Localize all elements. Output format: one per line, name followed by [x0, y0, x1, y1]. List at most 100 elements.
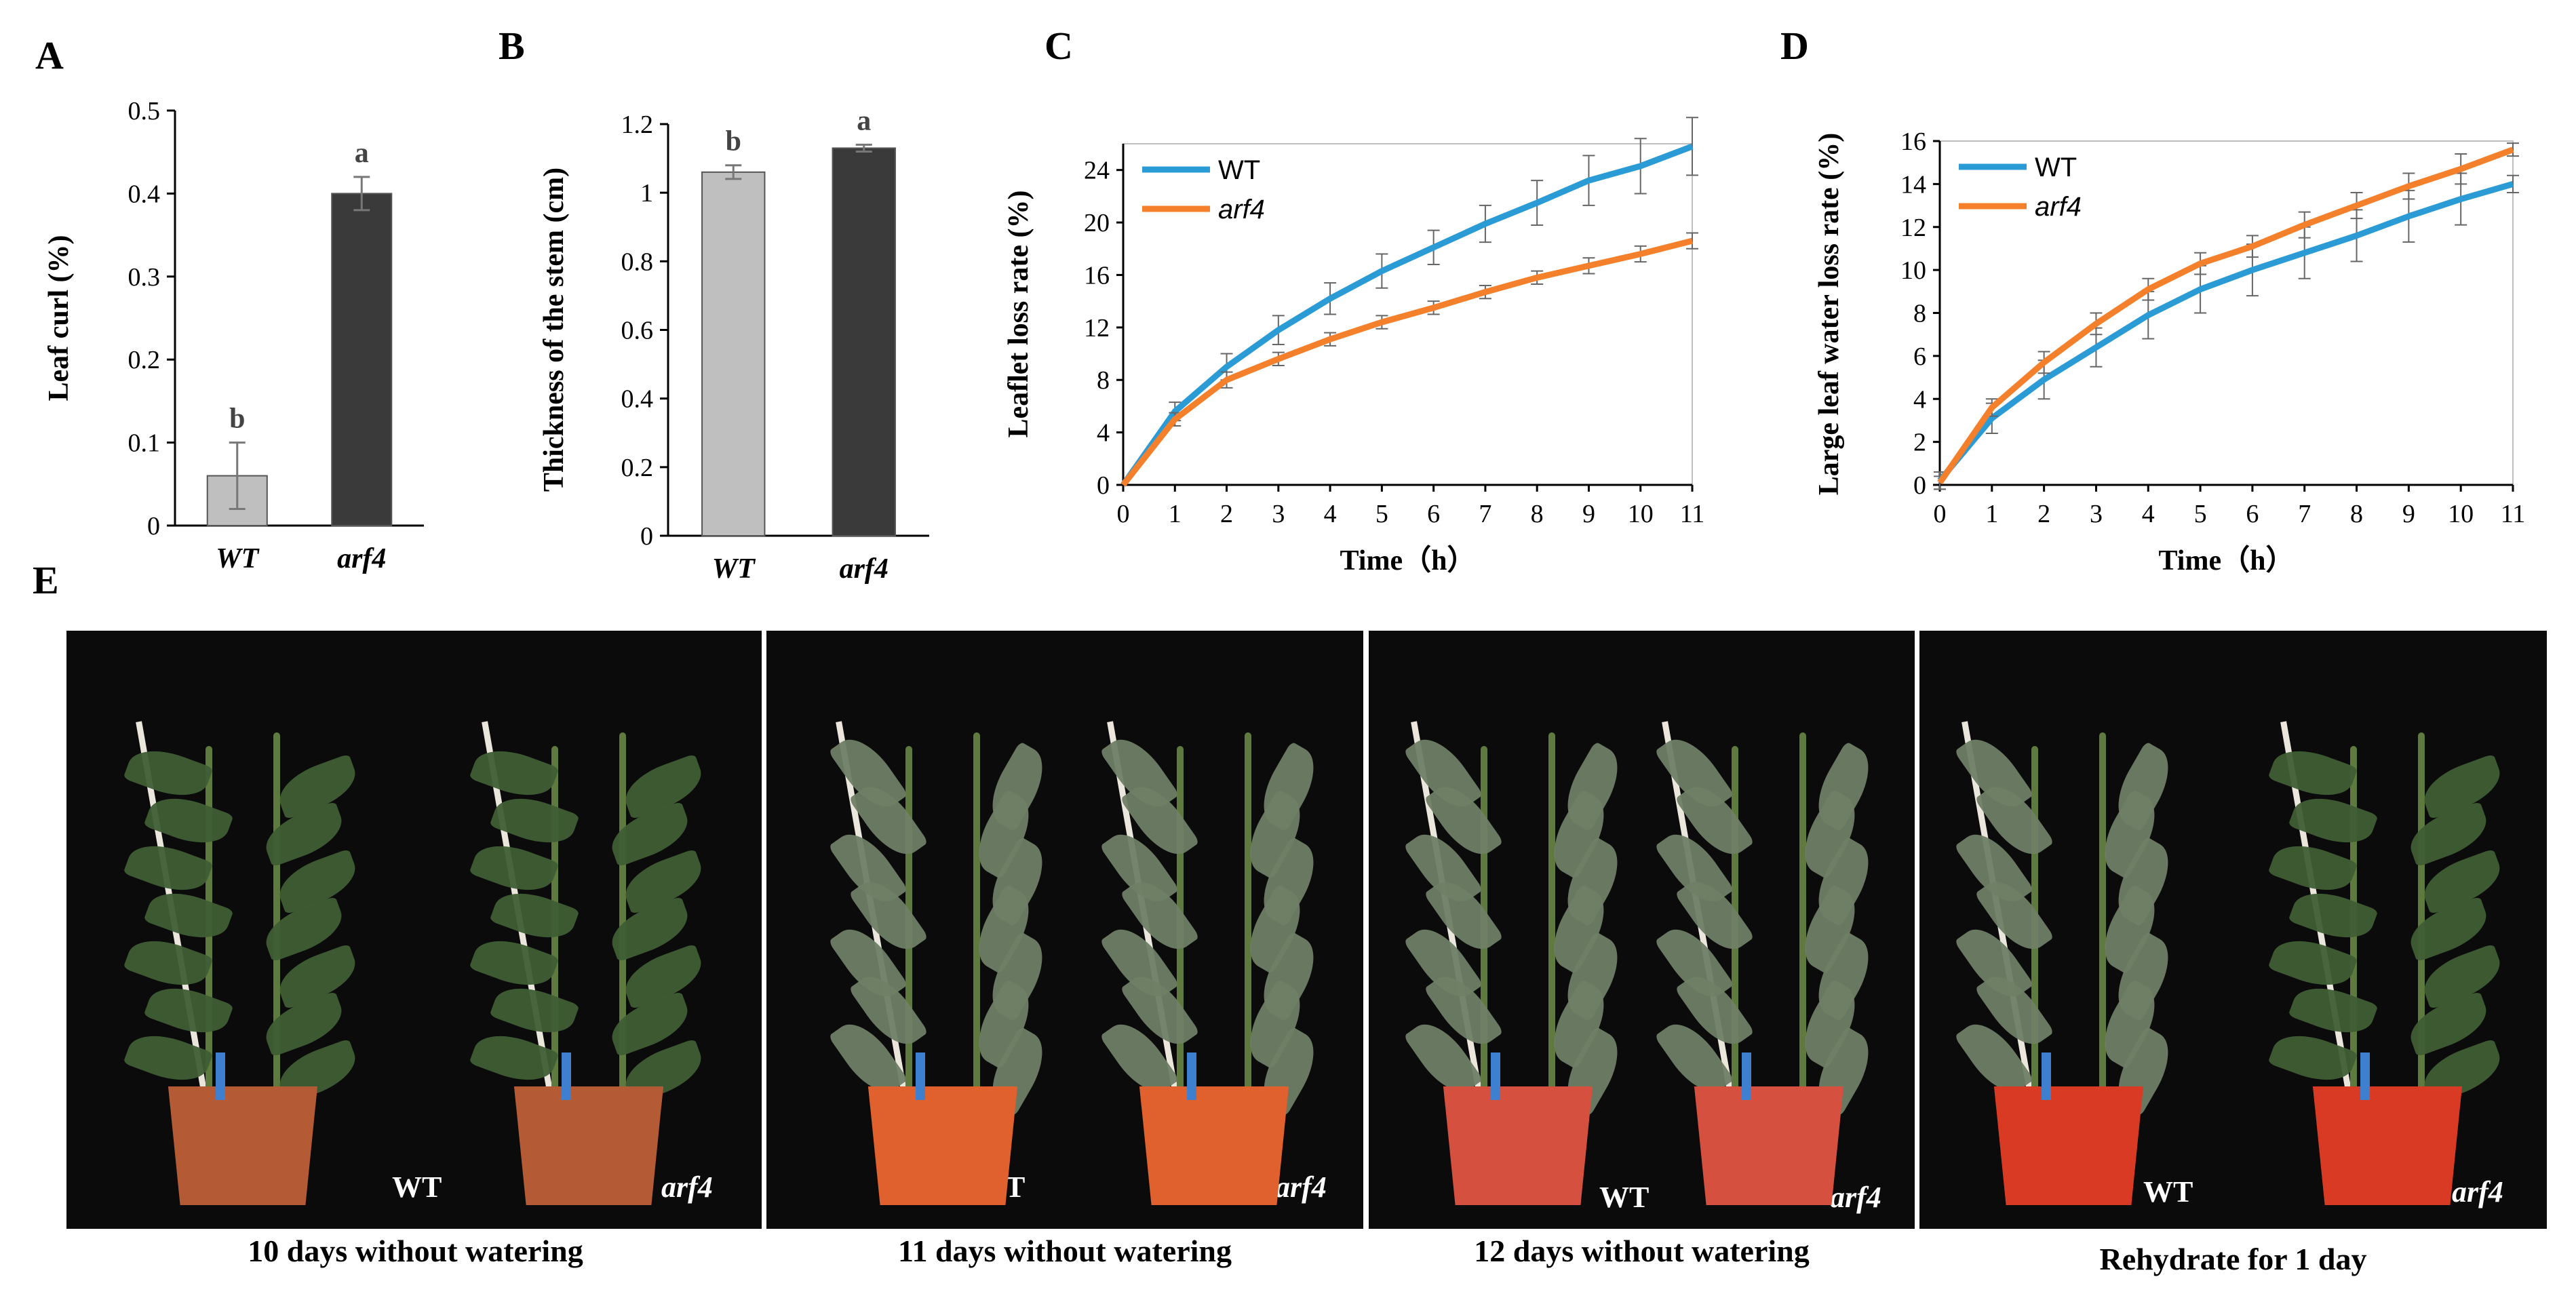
photo-panel-10-days: WT arf4 — [66, 631, 762, 1229]
y-tick-label: 8 — [1097, 366, 1110, 395]
plant-label-tag — [1742, 1053, 1751, 1100]
photo-label-wt: WT — [1599, 1181, 1650, 1214]
plant-leaf — [2288, 882, 2379, 949]
x-tick-label: 6 — [2246, 500, 2259, 528]
x-tick-label: 5 — [1375, 500, 1388, 528]
x-tick-label: 3 — [2090, 500, 2103, 528]
y-tick-label: 4 — [1097, 419, 1110, 448]
x-category-label: WT — [712, 553, 756, 585]
plant-leaf — [2267, 930, 2358, 996]
plant-pot — [1443, 1086, 1593, 1205]
charts-canvas: 0 0.1 0.2 0.3 0.4 0.5 b WT a arf4 Leaf curl (%) 0 0.… — [43, 97, 2526, 585]
series-line-arf4 — [1937, 146, 2514, 485]
y-tick-label: 0 — [1913, 471, 1926, 500]
plant-label-tag — [2360, 1053, 2370, 1100]
y-tick-label: 0.1 — [128, 429, 161, 458]
x-tick-label: 7 — [1479, 500, 1491, 528]
x-tick-label: 6 — [1427, 500, 1440, 528]
y-tick-label: 0.4 — [128, 180, 161, 208]
plant-label-tag — [916, 1053, 925, 1100]
plant-label-tag — [562, 1053, 571, 1100]
y-tick-label: 1 — [640, 179, 653, 208]
panel-letter-c: C — [1045, 24, 1073, 68]
plant-leaf — [469, 930, 560, 996]
pot-rim — [514, 1086, 663, 1107]
bar-wt — [701, 171, 766, 537]
photo-panel-12-days: WT arf4 — [1369, 631, 1915, 1229]
x-tick-label: 7 — [2298, 500, 2311, 528]
plant-pot — [868, 1086, 1017, 1205]
photo-caption: 12 days without watering — [1474, 1234, 1810, 1268]
x-tick-label: 0 — [1117, 500, 1130, 528]
x-tick-label: 10 — [2448, 500, 2474, 528]
x-category-label: arf4 — [840, 553, 889, 585]
y-axis-title: Leaflet loss rate (%) — [1003, 190, 1034, 437]
bar-arf4 — [331, 193, 393, 526]
x-tick-label: 0 — [1934, 500, 1947, 528]
x-tick-label: 4 — [2142, 500, 2155, 528]
photo-label-wt: WT — [2143, 1175, 2193, 1208]
y-tick-label: 0 — [1097, 471, 1110, 500]
photo-panel-rehydrate: WT arf4 — [1919, 631, 2547, 1229]
x-category-label: arf4 — [337, 543, 386, 574]
y-tick-label: 0 — [147, 512, 160, 540]
plant-pot — [2313, 1086, 2462, 1205]
significance-letter: b — [726, 126, 741, 157]
plant-stem — [1548, 732, 1555, 1100]
plant-stem — [1799, 732, 1806, 1100]
plant-label-tag — [1187, 1053, 1196, 1100]
x-tick-label: 8 — [2350, 500, 2363, 528]
y-tick-label: 24 — [1084, 157, 1110, 185]
pot-rim — [1694, 1086, 1843, 1107]
x-tick-label: 11 — [1680, 500, 1705, 528]
plant-pot — [168, 1086, 317, 1205]
panel-letter-e: E — [33, 558, 59, 602]
legend-label: WT — [2035, 153, 2077, 182]
pot-rim — [2313, 1086, 2462, 1107]
x-axis-title: Time（h） — [2159, 545, 2295, 576]
plot-frame — [1939, 140, 2514, 486]
x-tick-label: 11 — [2501, 500, 2526, 528]
x-tick-label: 2 — [2037, 500, 2050, 528]
significance-letter: a — [355, 138, 369, 169]
photo-caption: 11 days without watering — [898, 1234, 1232, 1268]
pot-rim — [1139, 1086, 1289, 1107]
y-tick-label: 2 — [1913, 429, 1926, 457]
y-axis-title: Large leaf water loss rate (%) — [1814, 133, 1845, 496]
photo-label-arf4: arf4 — [661, 1171, 713, 1204]
plant-stem — [2418, 732, 2425, 1100]
plant-stem — [2099, 732, 2106, 1100]
x-tick-label: 10 — [1628, 500, 1654, 528]
y-tick-label: 20 — [1084, 209, 1110, 237]
legend-label: arf4 — [2035, 192, 2082, 222]
y-tick-label: 14 — [1900, 170, 1926, 199]
plant-stem — [273, 732, 280, 1100]
y-axis-title: Thickness of the stem (cm) — [539, 168, 570, 492]
x-tick-label: 8 — [1531, 500, 1544, 528]
plant-pot — [1994, 1086, 2143, 1205]
y-tick-label: 0 — [640, 522, 653, 551]
y-tick-label: 0.8 — [621, 248, 654, 276]
photo-label-arf4: arf4 — [1830, 1181, 1881, 1214]
legend-label: arf4 — [1218, 195, 1265, 224]
x-tick-label: 3 — [1272, 500, 1285, 528]
y-axis-title: Leaf curl (%) — [43, 235, 75, 401]
y-tick-label: 0.2 — [621, 454, 654, 482]
plant-leaf — [469, 740, 560, 806]
significance-letter: b — [229, 404, 245, 435]
plant-pot — [514, 1086, 663, 1205]
plant-label-tag — [216, 1053, 225, 1100]
plant-label-tag — [2042, 1053, 2051, 1100]
plant-leaf — [123, 740, 214, 806]
panel-letter-a: A — [35, 33, 64, 77]
y-tick-label: 6 — [1913, 342, 1926, 371]
x-tick-label: 5 — [2194, 500, 2207, 528]
pot-rim — [868, 1086, 1017, 1107]
x-tick-label: 9 — [1582, 500, 1595, 528]
panel-letter-b: B — [499, 24, 525, 68]
y-tick-label: 1.2 — [621, 111, 654, 139]
plant-leaf — [123, 930, 214, 996]
y-tick-label: 0.6 — [621, 317, 654, 345]
y-tick-label: 0.4 — [621, 385, 654, 414]
y-tick-label: 12 — [1084, 314, 1110, 342]
